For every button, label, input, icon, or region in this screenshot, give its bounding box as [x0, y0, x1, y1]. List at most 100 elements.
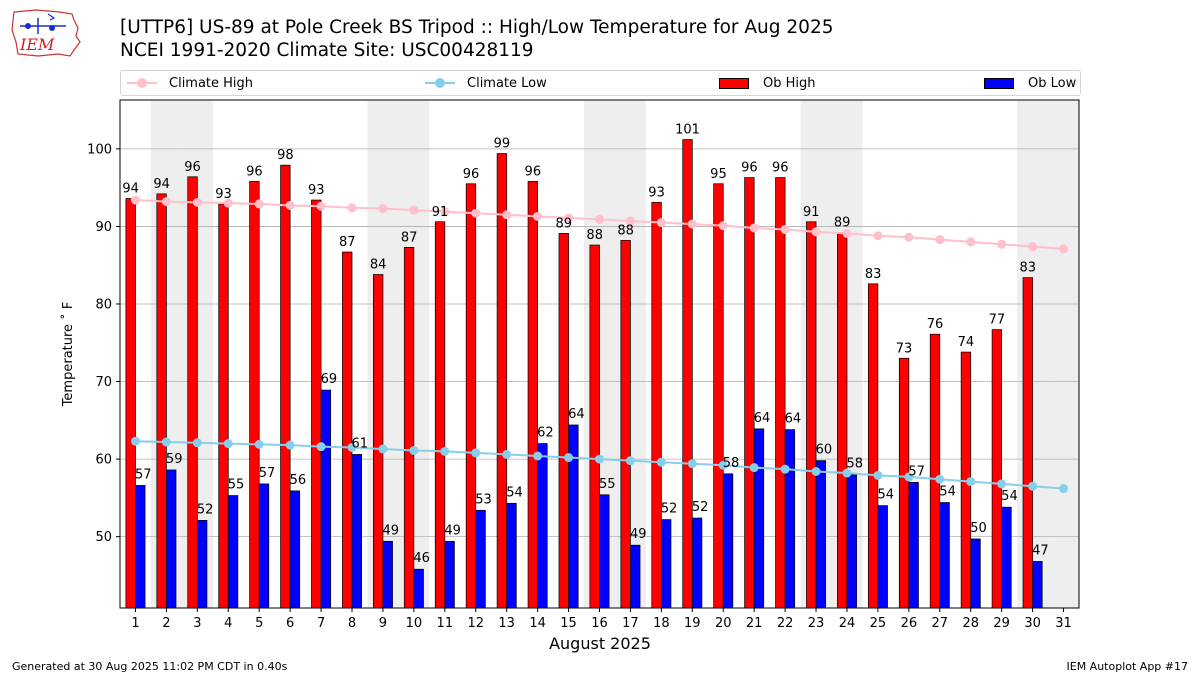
legend-label-ob-low: Ob Low — [1028, 75, 1077, 91]
xtick-label-9: 9 — [379, 616, 387, 631]
climate-high-point-31 — [1059, 244, 1069, 254]
ob-low-label-23: 60 — [816, 443, 833, 458]
ob-high-bar-13 — [496, 153, 508, 609]
data-labels: 94 94 96 93 96 98 93 87 84 87 91 96 99 96 89 88 88 93 101 9… — [122, 123, 1048, 567]
xtick-label-11: 11 — [437, 616, 454, 631]
ob-high-label-2: 94 — [153, 177, 170, 192]
ob-high-label-11: 91 — [432, 205, 449, 220]
chart-title: [UTTP6] US-89 at Pole Creek BS Tripod ::… — [120, 17, 834, 38]
climate-low-point-5 — [254, 439, 264, 449]
climate-low-point-23 — [811, 466, 821, 476]
ob-low-bar-20 — [722, 473, 734, 609]
ob-low-label-16: 55 — [599, 477, 616, 492]
legend-label-climate-low: Climate Low — [467, 75, 547, 91]
climate-low-point-26 — [904, 472, 914, 482]
xtick-label-2: 2 — [162, 616, 170, 631]
ob-high-swatch — [719, 77, 749, 89]
ob-low-label-6: 56 — [290, 473, 307, 488]
y-axis-label: Temperature ˚ F — [60, 302, 76, 408]
ytick-label-80: 80 — [95, 297, 112, 312]
ob-low-bar-4 — [227, 495, 239, 609]
climate-high-point-4 — [223, 198, 233, 208]
ob-low-bar-23 — [815, 460, 826, 609]
ob-low-label-14: 62 — [537, 426, 554, 441]
climate-high-point-17 — [625, 216, 635, 226]
ob-high-bar-18 — [651, 202, 662, 609]
xtick-label-12: 12 — [467, 616, 484, 631]
ob-high-label-3: 96 — [184, 160, 201, 175]
climate-lines — [130, 195, 1069, 494]
iem-logo-text: IEM — [19, 35, 55, 54]
legend-label-ob-high: Ob High — [763, 75, 816, 91]
xtick-label-6: 6 — [286, 616, 294, 631]
xtick-label-18: 18 — [653, 616, 670, 631]
xtick-label-1: 1 — [131, 616, 139, 631]
climate-low-point-31 — [1059, 484, 1069, 494]
xtick-label-30: 30 — [1024, 616, 1041, 631]
ob-low-bar-28 — [970, 538, 981, 609]
climate-low-point-14 — [533, 451, 543, 461]
ob-high-bar-19 — [682, 139, 693, 609]
ob-high-bar-14 — [527, 181, 538, 609]
ob-high-label-13: 99 — [494, 137, 511, 152]
legend-item-ob-high: Ob High — [719, 71, 816, 95]
ob-high-bar-22 — [775, 177, 786, 609]
climate-low-point-3 — [192, 438, 202, 448]
ob-high-bar-24 — [837, 232, 848, 609]
climate-low-point-19 — [687, 459, 697, 469]
ob-low-label-10: 46 — [413, 551, 430, 566]
xtick-label-24: 24 — [839, 616, 856, 631]
climate-high-point-23 — [811, 227, 821, 237]
ob-high-label-25: 83 — [865, 267, 882, 282]
ob-high-bar-17 — [620, 240, 631, 609]
ob-high-label-12: 96 — [463, 167, 480, 182]
footer-app: IEM Autoplot App #17 — [1066, 660, 1189, 673]
ob-low-bar-5 — [258, 483, 270, 609]
ob-low-label-12: 53 — [475, 492, 492, 507]
climate-high-point-13 — [502, 210, 512, 220]
ob-high-bar-1 — [125, 198, 136, 609]
ob-low-bar-16 — [599, 494, 610, 609]
ob-high-label-8: 87 — [339, 235, 356, 250]
climate-high-point-29 — [997, 239, 1007, 249]
climate-low-point-6 — [285, 440, 295, 450]
legend-label-climate-high: Climate High — [169, 75, 254, 91]
ob-high-label-14: 96 — [525, 164, 542, 179]
ob-high-bar-29 — [991, 329, 1003, 609]
climate-low-point-18 — [656, 457, 666, 467]
ob-high-bar-9 — [373, 274, 384, 609]
ob-low-bar-24 — [846, 474, 857, 609]
ob-low-label-25: 54 — [877, 488, 894, 503]
footer-generated: Generated at 30 Aug 2025 11:02 PM CDT in… — [12, 660, 288, 673]
ob-high-label-27: 76 — [927, 317, 944, 332]
climate-high-point-28 — [966, 237, 976, 247]
xtick-label-7: 7 — [317, 616, 325, 631]
ob-low-label-3: 52 — [197, 502, 214, 517]
ob-high-bar-3 — [187, 176, 198, 609]
xtick-label-26: 26 — [901, 616, 918, 631]
ob-high-bar-7 — [311, 199, 322, 609]
ob-low-bar-3 — [196, 520, 208, 609]
climate-high-point-21 — [749, 223, 759, 233]
ob-low-bar-9 — [382, 540, 393, 609]
xtick-label-13: 13 — [498, 616, 515, 631]
ob-high-label-5: 96 — [246, 164, 263, 179]
ytick-label-70: 70 — [95, 375, 112, 390]
climate-low-point-30 — [1028, 481, 1038, 491]
ob-high-label-30: 83 — [1020, 261, 1037, 276]
legend-item-climate-low: Climate Low — [425, 71, 547, 95]
climate-high-point-14 — [533, 211, 543, 221]
climate-high-point-5 — [254, 199, 264, 209]
climate-high-point-6 — [285, 200, 295, 210]
xtick-label-21: 21 — [746, 616, 763, 631]
climate-high-point-25 — [873, 231, 883, 241]
climate-low-point-11 — [440, 446, 450, 456]
climate-low-point-27 — [935, 474, 945, 484]
climate-low-point-20 — [718, 460, 728, 470]
climate-high-point-10 — [409, 205, 419, 215]
ob-high-bar-12 — [465, 183, 477, 609]
ob-low-label-1: 57 — [135, 467, 152, 482]
climate-high-point-22 — [780, 225, 790, 235]
climate-low-point-1 — [130, 436, 140, 446]
